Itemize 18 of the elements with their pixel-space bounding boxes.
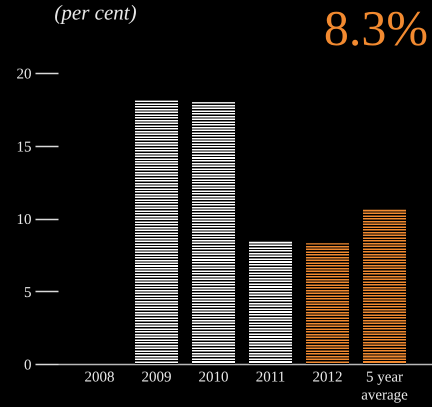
x-tick-label: 2008 <box>84 370 115 386</box>
bar <box>135 100 178 364</box>
y-tick-label: 0 <box>24 358 32 374</box>
x-tick-label: 2011 <box>256 370 286 386</box>
bar <box>306 243 350 364</box>
y-axis-title: (per cent) <box>54 0 137 24</box>
x-tick-label: 2009 <box>142 370 172 386</box>
x-tick-label: 2010 <box>198 370 229 386</box>
y-tick-label: 15 <box>16 139 32 156</box>
bar <box>249 242 292 364</box>
y-tick-label: 10 <box>16 212 32 228</box>
y-tick-label: 5 <box>24 284 32 301</box>
x-tick-label: 2012 <box>312 370 343 386</box>
bar <box>363 210 406 364</box>
x-tick-label: 5 year average <box>361 370 408 404</box>
text: 8.3% <box>324 0 428 56</box>
y-tick-label: 20 <box>16 66 32 82</box>
bar <box>192 102 236 364</box>
